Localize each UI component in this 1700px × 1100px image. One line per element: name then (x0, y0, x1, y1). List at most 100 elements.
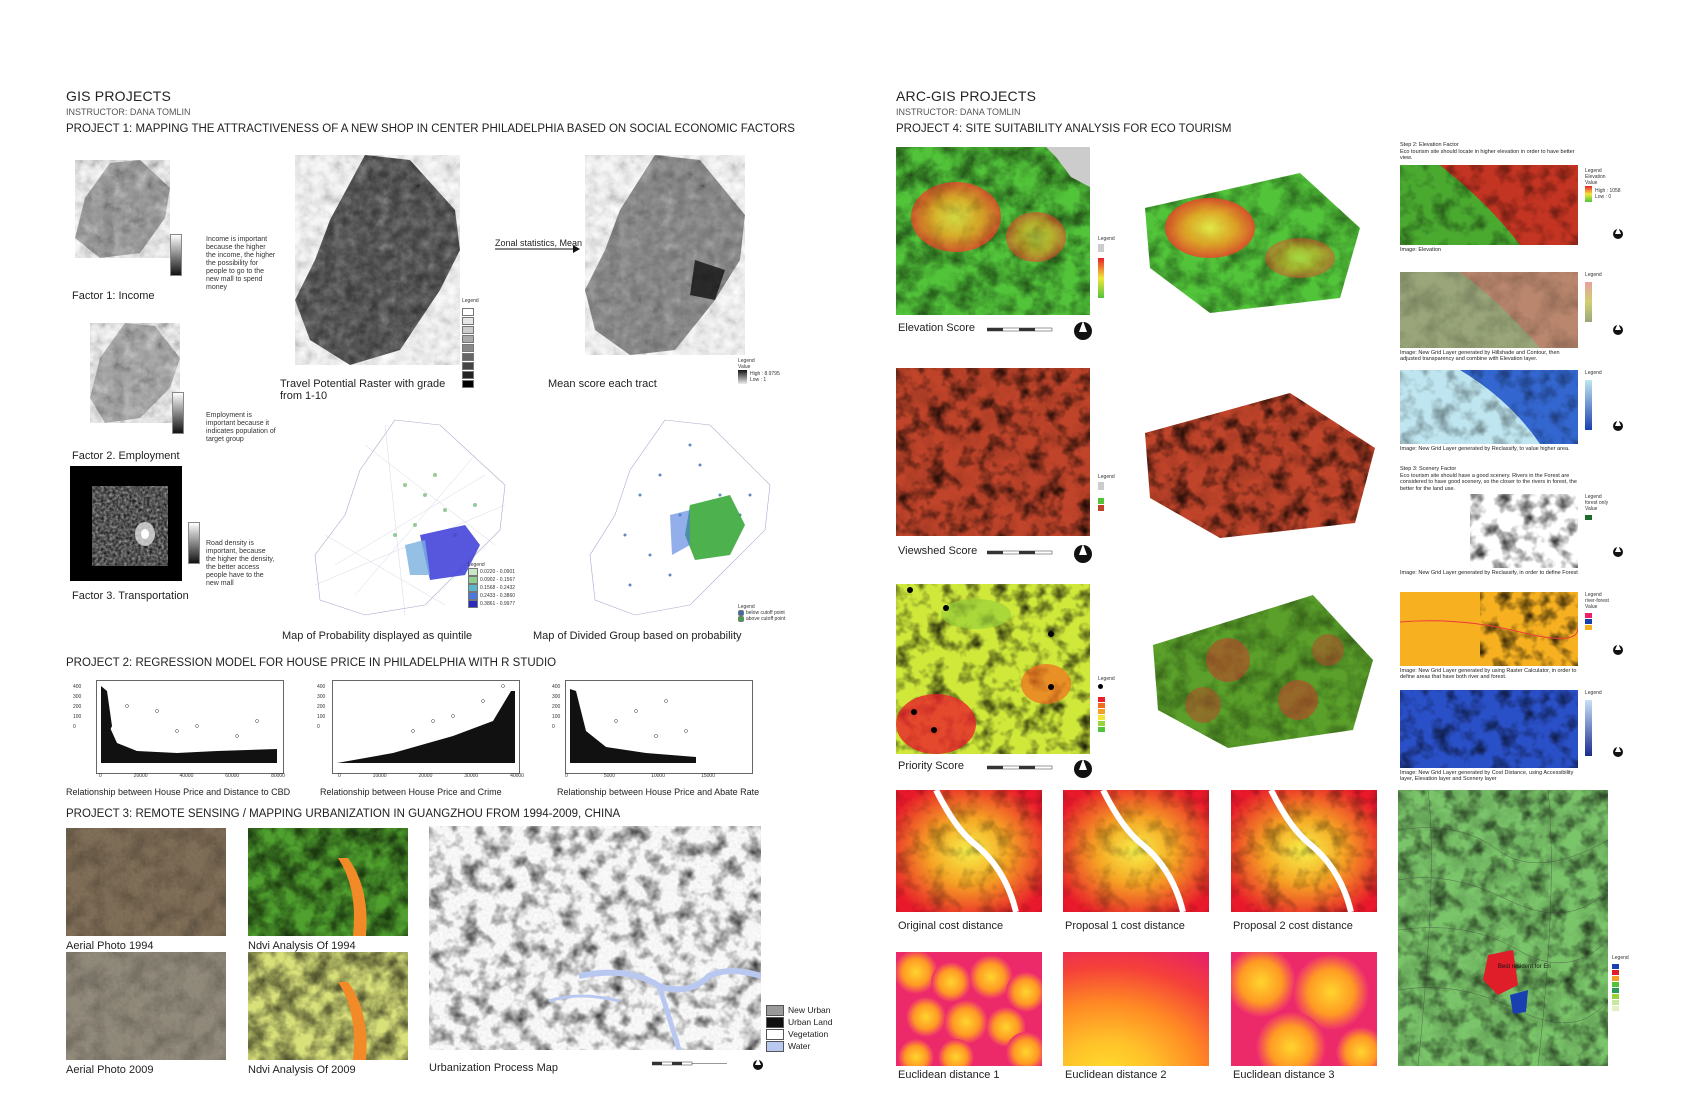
employment-map (90, 323, 180, 423)
img-reclass-caption: Image: New Grid Layer generated by Recla… (1400, 446, 1570, 452)
priority-legend: Legend (1098, 676, 1122, 732)
mean-score-map (585, 155, 745, 355)
travel-potential-map (295, 155, 460, 365)
step2-block: Step 2: Elevation Factor Eco tourism sit… (1400, 142, 1580, 162)
mean-caption: Mean score each tract (548, 378, 657, 390)
step3-title: Step 3: Scenery Factor (1400, 466, 1457, 472)
priority-score-map (896, 584, 1090, 754)
north-arrow-icon (1074, 544, 1092, 563)
plot3-caption: Relationship between House Price and Aba… (557, 787, 760, 797)
elevation-caption: Elevation Score (898, 322, 976, 334)
proposal1-caption: Proposal 1 cost distance (1065, 920, 1185, 932)
arrow-icon (495, 245, 580, 253)
probability-map (314, 419, 506, 616)
euclidean2-caption: Euclidean distance 2 (1065, 1069, 1167, 1081)
urban-legend-2: Vegetation (788, 1029, 829, 1039)
step3-note: Eco tourism site should have a good scen… (1400, 472, 1577, 492)
img-hill-caption: Image: New Grid Layer generated by Hills… (1400, 350, 1560, 362)
urban-legend: New Urban Urban Land Vegetation Water (766, 1004, 832, 1052)
forest-panel (1400, 494, 1578, 568)
mean-legend-high: High : 8.9795 (750, 371, 780, 377)
urban-legend-3: Water (788, 1041, 811, 1051)
income-map (75, 160, 170, 258)
river-legend: Legend river-forest Value (1585, 592, 1625, 630)
road-density-map (70, 466, 182, 581)
ndvi1994-caption: Ndvi Analysis Of 1994 (248, 940, 356, 952)
forest-legend-forest: forest only (1585, 500, 1609, 506)
img-elev-caption: Image: Elevation (1400, 247, 1441, 253)
img-cost-caption: Image: New Grid Layer generated by Cost … (1400, 770, 1574, 782)
reclass-legend: Legend (1585, 370, 1605, 430)
plot2-caption: Relationship between House Price and Cri… (320, 787, 502, 797)
group-caption: Map of Divided Group based on probabilit… (533, 630, 742, 642)
zonal-arrow-label: Zonal statistics, Mean (495, 238, 583, 248)
factor1-caption: Factor 1: Income (72, 290, 155, 302)
mean-legend: Legend Value High : 8.9795 Low : 1 (738, 358, 793, 384)
group-legend-title: Legend (738, 604, 755, 610)
mean-legend-low: Low : 1 (750, 377, 767, 383)
plot1-caption: Relationship between House Price and Dis… (66, 787, 291, 797)
elev-panel-legend-high: High : 1058 (1595, 188, 1621, 194)
priority-caption: Priority Score (898, 760, 965, 772)
viewshed-legend-title: Legend (1098, 474, 1115, 480)
step2-note: Eco tourism site should locate in higher… (1400, 148, 1575, 162)
project4-heading: PROJECT 4: SITE SUITABILITY ANALYSIS FOR… (896, 123, 1232, 135)
north-arrow-icon (1613, 745, 1623, 757)
prob-legend-2: 0.1568 - 0.2432 (480, 585, 516, 591)
urban-caption: Urbanization Process Map (429, 1062, 559, 1074)
urbanization-map (429, 826, 761, 1050)
proposal2-cost-map (1231, 790, 1377, 912)
scale-bar-priority (987, 765, 1053, 770)
scatter-cbd-yticks: 400 300 200 100 0 (73, 684, 82, 730)
elevation-legend-title: Legend (1098, 236, 1115, 242)
viewshed-score-map (896, 368, 1090, 536)
road-legend (188, 522, 200, 564)
priority-3d (1153, 595, 1373, 748)
employment-legend (172, 392, 184, 434)
step2-title: Step 2: Elevation Factor (1400, 142, 1459, 148)
reclass-panel (1400, 370, 1578, 444)
cost-panel (1400, 690, 1578, 768)
viewshed-legend: Legend (1098, 474, 1116, 511)
original-cost-map (896, 790, 1042, 912)
final-legend: Legend (1612, 955, 1652, 1011)
elevation-3d (1145, 173, 1360, 313)
final-suitability-map: Best resident for Eri (1398, 790, 1608, 1066)
income-legend (170, 234, 182, 276)
river-forest-panel (1400, 592, 1578, 666)
euclidean2-map (1063, 952, 1209, 1066)
original-cost-caption: Original cost distance (898, 920, 1004, 932)
elevation-panel (1400, 165, 1578, 245)
reclass-legend-title: Legend (1585, 370, 1602, 376)
group-legend-0: below cutoff point (746, 610, 785, 616)
group-legend-1: above cutoff point (746, 616, 786, 622)
mean-legend-title: Legend (738, 358, 755, 364)
scale-bar-view (987, 550, 1053, 555)
factor3-caption: Factor 3. Transportation (72, 590, 189, 602)
north-arrow-icon (1613, 227, 1623, 239)
scatter-abate (565, 680, 753, 774)
scatter-cbd (96, 680, 284, 774)
scatter-abate-yticks: 400 300 200 100 0 (552, 684, 561, 730)
aerial-1994 (66, 828, 226, 936)
scale-bar-elev (987, 327, 1053, 332)
final-legend-title: Legend (1612, 955, 1629, 961)
road-note: Road density is important, because the h… (206, 540, 275, 587)
river-legend-title: Legend (1585, 592, 1602, 598)
priority-legend-title: Legend (1098, 676, 1115, 682)
proposal1-cost-map (1063, 790, 1209, 912)
group-legend: Legend below cutoff point above cutoff p… (738, 604, 798, 622)
scatter-cbd-xticks: 0 20000 40000 60000 80000 (99, 773, 285, 779)
prob-legend: Legend 0.0220 - 0.0901 0.0902 - 0.1567 0… (468, 562, 530, 608)
scatter-crime-yticks: 400 300 200 100 0 (317, 684, 326, 730)
elev-panel-legend-title: Legend (1585, 168, 1602, 174)
cost-legend: Legend (1585, 690, 1605, 756)
prob-legend-1: 0.0902 - 0.1567 (480, 577, 516, 583)
scale-bar (652, 1061, 727, 1066)
forest-legend-value: Value (1585, 506, 1598, 512)
project1-heading: PROJECT 1: MAPPING THE ATTRACTIVENESS OF… (66, 123, 795, 135)
north-arrow-icon (1074, 759, 1092, 778)
hillshade-panel (1400, 272, 1578, 348)
north-arrow-icon (1613, 323, 1623, 335)
right-title: ARC-GIS PROJECTS (896, 88, 1037, 104)
